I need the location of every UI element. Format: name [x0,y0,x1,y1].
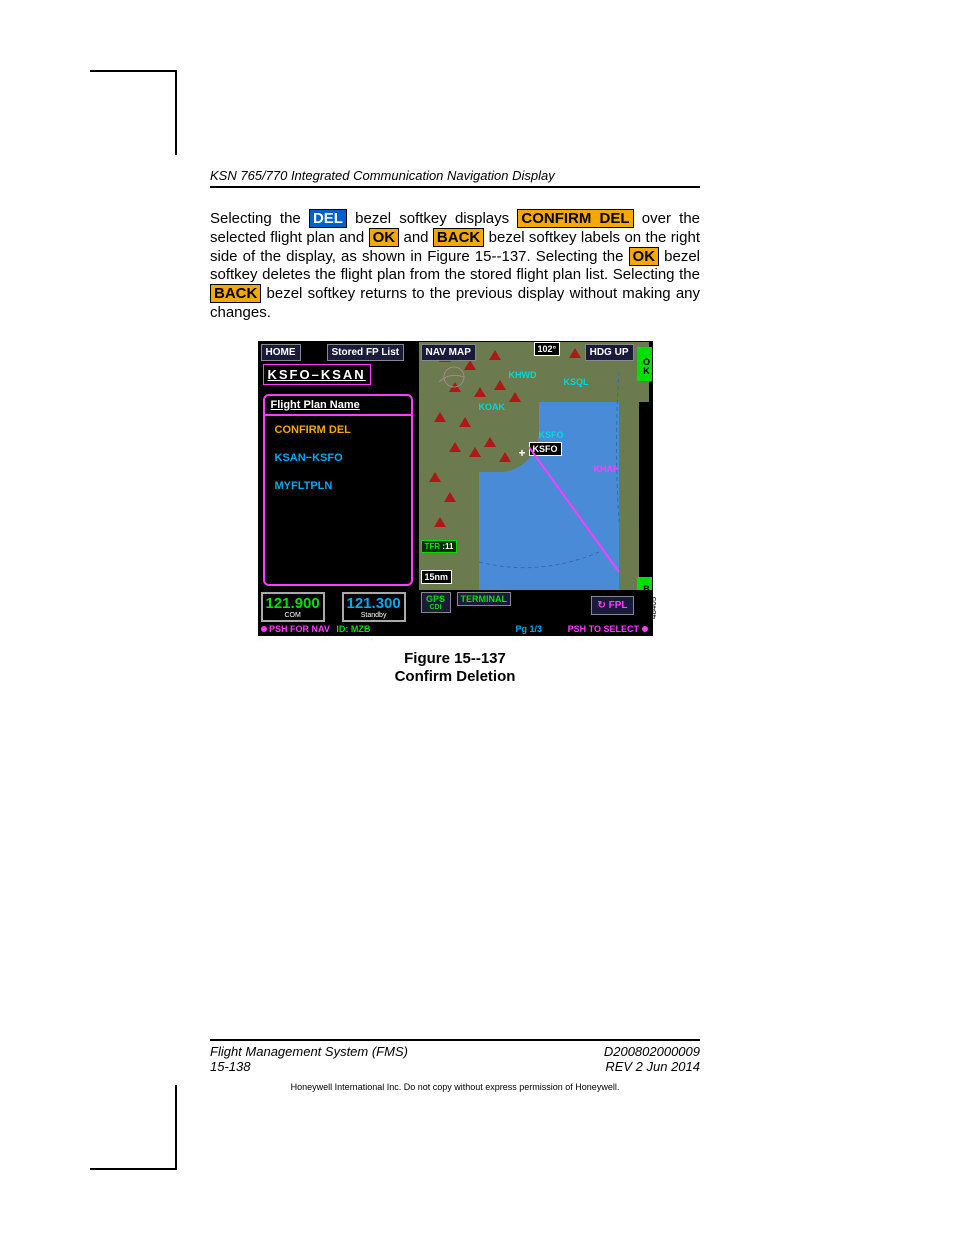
fp-item[interactable]: KSAN−KSFO [265,444,411,472]
text: Selecting the [210,210,309,227]
route-line [419,342,639,592]
crop-mark [175,1085,177,1170]
footer-docnum: D200802000009 [604,1044,700,1059]
del-softkey-label: DEL [309,209,347,228]
footer-title: Flight Management System (FMS) [210,1044,408,1059]
flight-plan-list: Flight Plan Name CONFIRM DEL KSAN−KSFO M… [263,394,413,586]
text: bezel softkey displays [355,210,517,227]
body-paragraph: Selecting the DEL bezel softkey displays… [210,210,700,323]
fp-list-header: Flight Plan Name [265,396,411,416]
status-right: PSH TO SELECT [568,624,648,634]
dot-icon [261,626,267,632]
stored-fp-button[interactable]: Stored FP List [327,344,405,361]
copyright: Honeywell International Inc. Do not copy… [210,1082,700,1092]
nav-display-figure: KOAK KHWD KSQL KSFO KHAF KSFO + 102° TFR… [258,341,653,636]
freq-sub: COM [266,612,320,619]
gps-cdi-button[interactable]: GPS CDI [421,592,451,613]
home-button[interactable]: HOME [261,344,301,361]
text: and [403,229,432,246]
footer-page: 15-138 [210,1059,250,1074]
left-panel: HOME Stored FP List KSFO–KSAN Flight Pla… [259,342,419,592]
com-freq-active[interactable]: 121.900 COM [261,592,325,622]
text: FPL [609,600,628,611]
text: PSH FOR NAV [269,624,330,634]
crop-mark [175,70,177,155]
text: CDI [425,604,447,611]
freq-value: 121.900 [266,595,320,612]
footer-rev: REV 2 Jun 2014 [605,1059,700,1074]
nav-map-button[interactable]: NAV MAP [421,344,476,361]
text: Pg 1/3 [516,624,543,634]
terminal-button[interactable]: TERMINAL [457,592,512,606]
fp-item[interactable]: MYFLTPLN [265,472,411,500]
crop-mark [90,70,175,72]
freq-sub: Standby [347,612,401,619]
ok-softkey-label: OK [629,247,660,266]
fpl-button[interactable]: ↻ FPL [591,596,633,615]
text: PSH TO SELECT [568,624,639,634]
map-area: KOAK KHWD KSQL KSFO KHAF KSFO + 102° TFR… [419,342,639,592]
ok-softkey[interactable]: OK [637,347,652,381]
dot-icon [642,626,648,632]
page-header: KSN 765/770 Integrated Communication Nav… [210,168,700,188]
back-softkey-label: BACK [433,228,484,247]
text: GPS [425,594,447,604]
route-title[interactable]: KSFO–KSAN [263,364,371,385]
ok-softkey-label: OK [369,228,400,247]
text: bezel softkey returns to the previous di… [210,285,700,321]
caption-line: Confirm Deletion [395,668,516,687]
freq-value: 121.300 [347,595,401,612]
caption-line: Figure 15--137 [395,650,516,669]
confirm-del-label: CONFIRM DEL [517,209,633,228]
back-softkey-label: BACK [210,284,261,303]
com-freq-standby[interactable]: 121.300 Standby [342,592,406,622]
bottom-bar: 121.900 COM 121.300 Standby GPS CDI TERM… [259,590,652,635]
page-footer: Flight Management System (FMS) D20080200… [210,1039,700,1092]
figure-caption: Figure 15--137 Confirm Deletion [395,650,516,688]
fp-item-confirm-del[interactable]: CONFIRM DEL [265,416,411,444]
hdg-up-button[interactable]: HDG UP [585,344,634,361]
text: ID: MZB [336,624,370,634]
figure-id: ID-48405 [640,596,658,618]
crop-mark [90,1168,175,1170]
